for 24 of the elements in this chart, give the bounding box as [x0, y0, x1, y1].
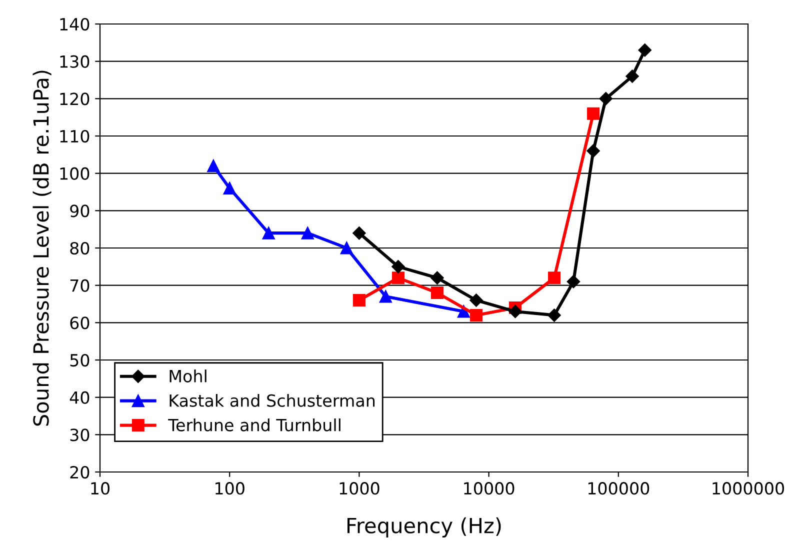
x-axis-title: Frequency (Hz)	[347, 517, 501, 538]
y-tick-label: 120	[60, 92, 90, 106]
y-axis-title: Sound Pressure Level (dB re.1uPa)	[32, 70, 52, 426]
y-tick-label: 100	[60, 167, 90, 180]
legend-label: Terhune and Turnbull	[168, 418, 340, 432]
legend-label: Kastak and Schusterman	[170, 394, 375, 407]
y-tick-label: 50	[70, 354, 90, 367]
x-tick-label: 1000	[340, 482, 380, 495]
y-tick-label: 20	[70, 466, 90, 479]
x-tick-label: 100000	[588, 482, 650, 495]
y-tick-label: 70	[70, 279, 90, 292]
x-tick-label: 10	[91, 482, 110, 495]
y-tick-label: 140	[60, 18, 90, 31]
y-tick-label: 110	[60, 130, 90, 143]
x-tick-label: 10000	[464, 482, 514, 495]
y-tick-label: 90	[70, 204, 90, 218]
x-tick-label: 100	[216, 482, 244, 495]
y-tick-label: 80	[70, 242, 90, 255]
y-tick-label: 30	[70, 428, 90, 442]
y-tick-label: 40	[70, 391, 90, 404]
legend-label: Mohl	[170, 370, 206, 382]
y-tick-label: 60	[70, 316, 90, 330]
x-tick-label: 1000000	[712, 482, 784, 495]
y-tick-label: 130	[60, 55, 90, 68]
